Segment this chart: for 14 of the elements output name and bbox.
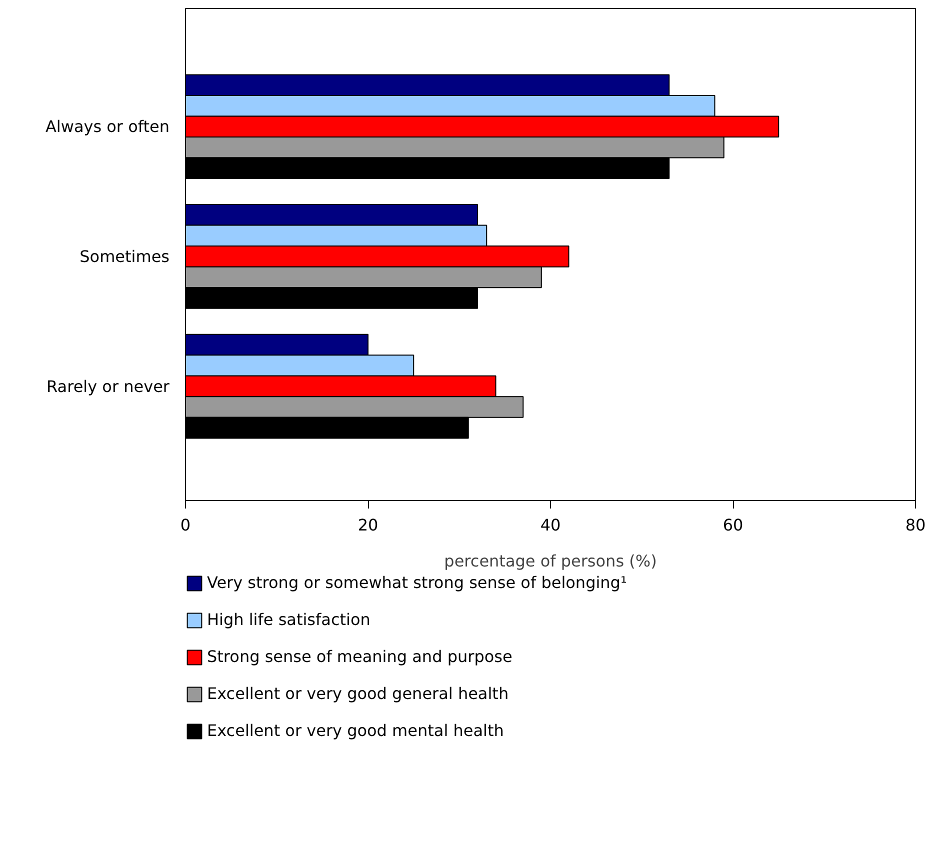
x-axis-title: percentage of persons (%): [444, 552, 657, 570]
legend-label: High life satisfaction: [207, 610, 370, 629]
x-tick-label: 0: [180, 516, 191, 534]
legend-label: Excellent or very good mental health: [207, 721, 504, 740]
y-tick-label: Rarely or never: [46, 376, 170, 396]
legend-label: Excellent or very good general health: [207, 684, 509, 703]
y-tick-label: Sometimes: [80, 246, 170, 266]
y-tick-label: Always or often: [45, 117, 170, 136]
x-tick-label: 80: [905, 516, 926, 534]
x-tick-label: 60: [722, 516, 744, 534]
legend-label: Strong sense of meaning and purpose: [207, 647, 512, 666]
legend-label: Very strong or somewhat strong sense of belonging¹: [207, 573, 627, 592]
x-tick-label: 40: [540, 516, 561, 534]
x-tick-label: 20: [358, 516, 378, 534]
